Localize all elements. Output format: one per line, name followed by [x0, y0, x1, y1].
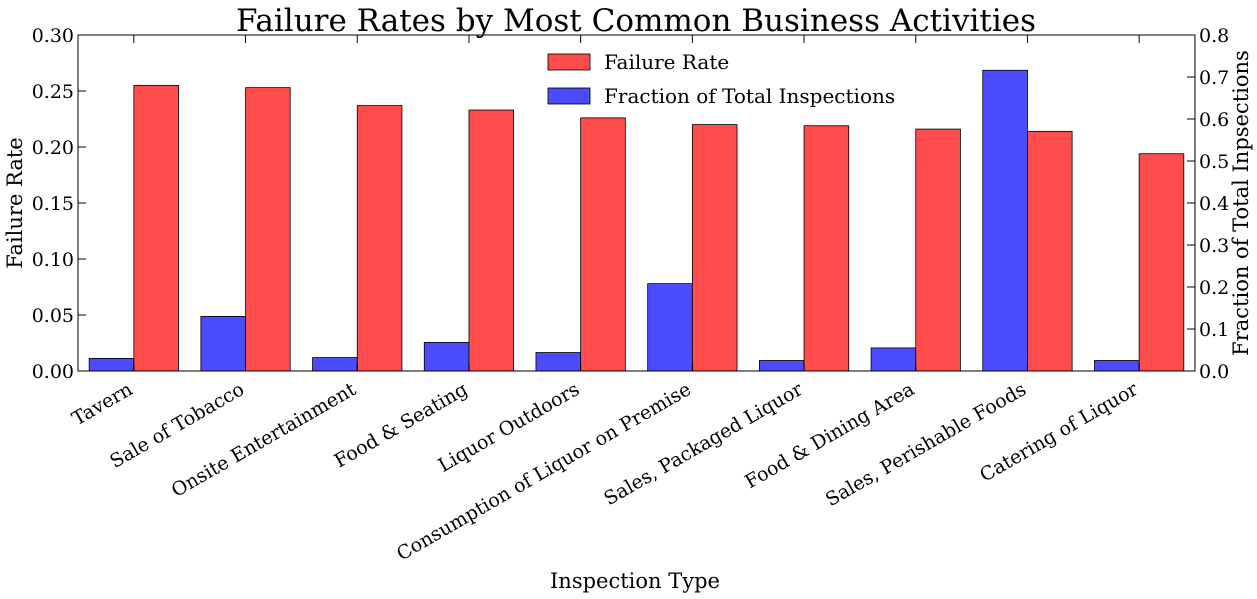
- chart-title: Failure Rates by Most Common Business Ac…: [236, 3, 1036, 39]
- y-tick-label: 0.05: [32, 305, 74, 327]
- x-tick-label: Tavern: [68, 378, 136, 430]
- y-tick-label: 0.00: [32, 361, 74, 383]
- y-axis-right-label: Fraction of Total Inpsections: [1229, 50, 1253, 356]
- y-tick-label: 0.20: [32, 137, 74, 159]
- y-right-tick-label: 0.0: [1199, 361, 1229, 383]
- y-right-tick-label: 0.1: [1199, 319, 1229, 341]
- bar-failure-rate-2: [356, 105, 403, 372]
- legend: Failure Rate Fraction of Total Inspection…: [547, 50, 895, 108]
- x-tick-label: Sales, Packaged Liquor: [600, 378, 807, 510]
- bar-failure-rate-7: [915, 128, 961, 372]
- bar-failure-rate-4: [580, 117, 626, 372]
- bar-fraction-5: [647, 283, 693, 372]
- legend-swatch: [547, 53, 591, 71]
- bar-failure-rate-3: [468, 109, 515, 372]
- bar-fraction-7: [870, 347, 917, 372]
- bar-failure-rate-1: [245, 87, 291, 372]
- bar-failure-rate-6: [803, 125, 850, 372]
- bars-group: [88, 69, 1185, 372]
- bar-fraction-1: [200, 315, 246, 372]
- bar-failure-rate-8: [1027, 130, 1073, 372]
- bar-fraction-2: [312, 357, 358, 372]
- plot-frame: [77, 34, 1196, 372]
- bar-fraction-4: [535, 352, 582, 372]
- y-axis-label: Failure Rate: [3, 137, 27, 268]
- y-tick-label: 0.25: [32, 81, 74, 103]
- bar-fraction-6: [758, 360, 805, 372]
- bar-failure-rate-5: [691, 124, 738, 372]
- y-right-tick-label: 0.5: [1199, 151, 1229, 173]
- bar-fraction-0: [88, 357, 135, 372]
- bar-fraction-9: [1094, 360, 1140, 372]
- y-right-tick-label: 0.7: [1199, 67, 1229, 89]
- y-right-tick-label: 0.6: [1199, 109, 1229, 131]
- y-right-tick-label: 0.3: [1199, 235, 1229, 257]
- x-axis-label: Inspection Type: [550, 569, 720, 593]
- bar-failure-rate-0: [133, 85, 179, 372]
- bar-fraction-8: [982, 69, 1028, 372]
- bar-failure-rate-9: [1138, 153, 1185, 372]
- y-tick-label: 0.30: [32, 25, 74, 47]
- y-right-tick-label: 0.8: [1199, 25, 1229, 47]
- legend-label: Failure Rate: [604, 50, 729, 74]
- y-tick-label: 0.15: [32, 193, 74, 215]
- y-tick-label: 0.10: [32, 249, 74, 271]
- legend-swatch: [547, 87, 591, 105]
- x-tick-label: Sales, Perishable Foods: [822, 378, 1030, 511]
- x-tick-label: Onsite Entertainment: [168, 378, 360, 502]
- y-right-tick-label: 0.2: [1199, 277, 1229, 299]
- bar-fraction-3: [423, 342, 470, 372]
- y-right-tick-label: 0.4: [1199, 193, 1229, 215]
- legend-label: Fraction of Total Inspections: [604, 84, 895, 108]
